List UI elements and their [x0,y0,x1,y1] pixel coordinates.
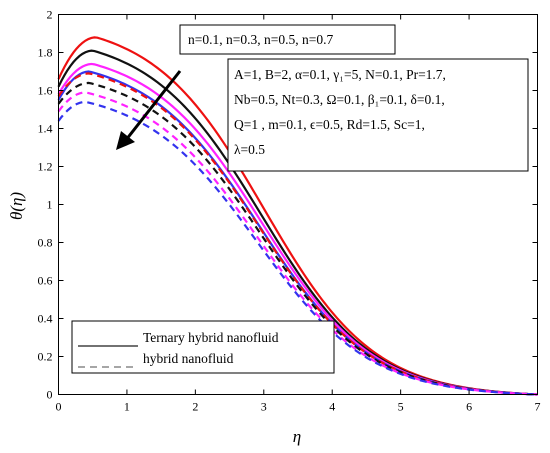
x-tick-label: 2 [192,400,198,414]
param-line-2: Nb=0.5, Nt=0.3, Ω=0.1, β₁=0.1, δ=0.1, [234,92,445,107]
annotation-n-values: n=0.1, n=0.3, n=0.5, n=0.7 [179,24,396,55]
x-tick-label: 6 [466,400,472,414]
x-tick-label: 5 [398,400,404,414]
x-axis-title: η [293,427,301,446]
y-axis: 0 0.2 0.4 0.6 0.8 1 1.2 1.4 1.6 1.8 2 [38,8,538,402]
annotation-parameters: A=1, B=2, α=0.1, γ₁=5, N=0.1, Pr=1.7, Nb… [227,58,529,172]
series-line-6 [57,91,538,396]
y-axis-title: θ(η) [7,192,26,220]
trend-arrow [116,70,182,150]
y-tick-label: 0.6 [38,274,53,288]
x-tick-label: 0 [56,400,62,414]
legend-label-hybrid: hybrid nanofluid [143,351,234,366]
annotation-n-text: n=0.1, n=0.3, n=0.5, n=0.7 [188,32,333,47]
curves-group [57,36,538,396]
x-tick-label: 4 [329,400,335,414]
y-tick-label: 1.4 [38,122,53,136]
x-tick-label: 1 [124,400,130,414]
x-tick-label: 7 [535,400,541,414]
legend-label-ternary: Ternary hybrid nanofluid [143,330,279,345]
y-tick-label: 1.6 [38,84,53,98]
x-tick-label: 3 [261,400,267,414]
series-line-7 [57,100,538,396]
y-tick-label: 0.2 [38,350,53,364]
y-tick-label: 2 [47,8,53,22]
y-tick-label: 1.2 [38,160,53,174]
x-axis: 0 1 2 3 4 5 6 7 [56,14,541,414]
y-tick-label: 1 [47,198,53,212]
legend: Ternary hybrid nanofluid hybrid nanoflui… [71,320,335,374]
y-tick-label: 0 [47,388,53,402]
legend-box [71,320,335,374]
param-line-4: λ=0.5 [234,142,265,157]
param-line-1: A=1, B=2, α=0.1, γ₁=5, N=0.1, Pr=1.7, [234,67,446,82]
y-tick-label: 1.8 [38,46,53,60]
y-tick-label: 0.4 [38,312,53,326]
param-line-3: Q=1 , m=0.1, ϵ=0.5, Rd=1.5, Sc=1, [234,117,425,132]
y-tick-label: 0.8 [38,236,53,250]
